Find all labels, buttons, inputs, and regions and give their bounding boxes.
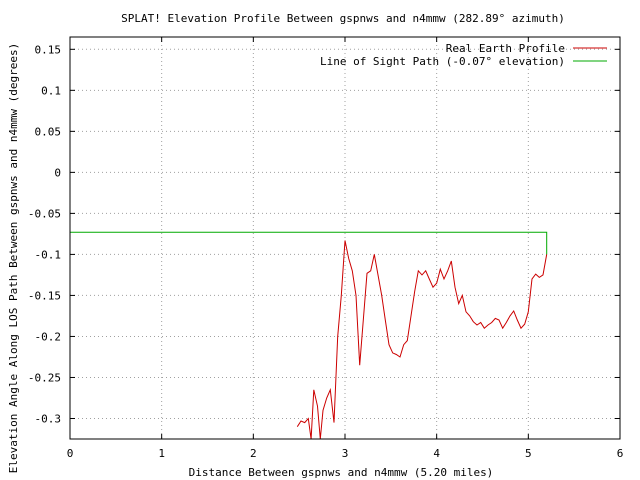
y-tick-label: -0.2	[35, 330, 62, 343]
axis-ticks: 0 1 2 3 4 5 6 0.15 0.1 0.05 0 -0.05 -0.1 -0.15 -0.2 -0.…	[28, 37, 623, 460]
plot-series	[70, 231, 548, 440]
x-tick-label: 0	[67, 447, 74, 460]
y-tick-label: -0.25	[28, 371, 61, 384]
x-axis-label: Distance Between gspnws and n4mmw (5.20 …	[189, 466, 494, 479]
legend-label: Line of Sight Path (-0.07° elevation)	[320, 55, 565, 68]
y-tick-label: -0.1	[35, 248, 62, 261]
chart-title: SPLAT! Elevation Profile Between gspnws …	[121, 12, 565, 25]
y-tick-label: 0.1	[41, 84, 61, 97]
x-tick-label: 3	[342, 447, 349, 460]
line-of-sight-path-line	[70, 231, 548, 255]
real-earth-profile-line	[296, 240, 548, 440]
x-tick-label: 2	[250, 447, 257, 460]
x-tick-label: 6	[617, 447, 624, 460]
y-tick-label: -0.3	[35, 412, 62, 425]
grid	[70, 37, 620, 439]
y-tick-label: 0.05	[35, 125, 62, 138]
legend-label: Real Earth Profile	[446, 42, 565, 55]
x-tick-label: 4	[433, 447, 440, 460]
x-tick-label: 1	[158, 447, 165, 460]
x-tick-label: 5	[525, 447, 532, 460]
y-axis-label: Elevation Angle Along LOS Path Between g…	[7, 43, 20, 473]
y-tick-label: -0.05	[28, 207, 61, 220]
y-tick-label: -0.15	[28, 289, 61, 302]
y-tick-label: 0.15	[35, 43, 62, 56]
y-tick-label: 0	[54, 166, 61, 179]
